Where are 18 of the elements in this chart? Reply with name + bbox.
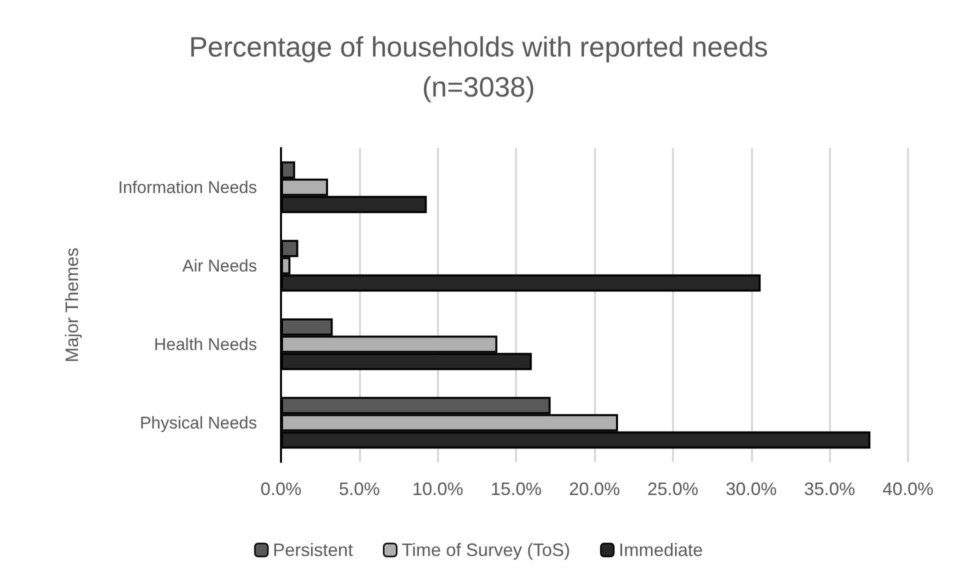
legend-label: Time of Survey (ToS) — [402, 540, 570, 560]
y-tick-label: Health Needs — [154, 334, 257, 354]
x-tick-label: 35.0% — [804, 479, 856, 499]
x-tick-label: 20.0% — [568, 479, 620, 499]
x-tick-label: 25.0% — [647, 479, 698, 499]
y-tick-label: Information Needs — [118, 178, 257, 197]
x-tick-label: 15.0% — [490, 479, 542, 499]
chart-title: Percentage of households with reported needs (n=3038) — [188, 32, 768, 102]
legend-label: Immediate — [618, 540, 703, 560]
y-tick-label: Physical Needs — [140, 413, 257, 432]
legend-label: Persistent — [272, 540, 353, 560]
x-tick-label: 30.0% — [726, 479, 777, 499]
x-tick-label: 40.0% — [882, 479, 934, 499]
y-axis-title: Major Themes — [62, 248, 82, 362]
x-tick-label: 0.0% — [260, 479, 302, 499]
y-tick-label: Air Needs — [182, 256, 257, 276]
x-tick-label: 10.0% — [412, 479, 464, 499]
x-tick-label: 5.0% — [338, 479, 380, 499]
